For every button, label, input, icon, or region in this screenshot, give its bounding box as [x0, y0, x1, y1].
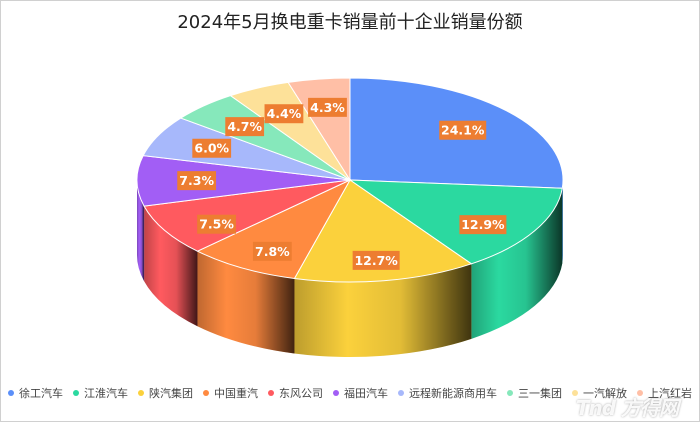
pie-side-shade-0 [562, 180, 563, 264]
pie-slice-2[interactable] [293, 179, 473, 283]
data-label-2: 12.7% [352, 250, 400, 270]
legend-label: 陕汽集团 [149, 387, 193, 400]
data-label-8: 4.4% [264, 104, 304, 124]
legend-item-0[interactable]: 徐工汽车 [8, 385, 63, 401]
legend-item-7[interactable]: 三一集团 [507, 385, 562, 401]
watermark-logo: Tnd 方得网 [575, 396, 679, 420]
data-label-4: 7.5% [197, 214, 236, 234]
legend-item-1[interactable]: 江淮汽车 [73, 385, 128, 401]
legend-item-6[interactable]: 远程新能源商用车 [398, 385, 497, 401]
pie-slice-4[interactable] [143, 179, 351, 252]
data-label-box-1 [459, 215, 507, 235]
legend-marker-icon [333, 390, 339, 396]
data-label-text-9: 4.3% [310, 100, 345, 115]
data-label-5: 7.3% [177, 171, 217, 191]
legend-label: 江淮汽车 [84, 387, 128, 400]
data-label-box-7 [225, 117, 265, 137]
legend-label: 一汽解放 [583, 387, 627, 400]
pie-slice-3[interactable] [196, 178, 352, 280]
legend-item-8[interactable]: 一汽解放 [572, 385, 627, 401]
data-label-box-8 [264, 104, 304, 124]
legend-label: 上汽红岩 [648, 387, 692, 400]
legend-marker-icon [268, 390, 274, 396]
legend-marker-icon [572, 390, 578, 396]
pie-side-shade-2 [294, 263, 472, 357]
legend-item-4[interactable]: 东风公司 [268, 385, 323, 401]
legend-label: 三一集团 [518, 387, 562, 400]
legend-label: 中国重汽 [214, 387, 258, 400]
data-label-text-6: 6.0% [194, 141, 229, 156]
legend-label: 东风公司 [279, 387, 323, 400]
data-label-text-3: 7.8% [255, 244, 290, 259]
data-label-box-0 [439, 120, 487, 140]
data-label-box-5 [177, 171, 217, 191]
legend-marker-icon [138, 390, 144, 396]
legend-item-3[interactable]: 中国重汽 [203, 385, 258, 401]
legend-marker-icon [507, 390, 513, 396]
pie-chart: 24.1% 12.9% 12.7% 7.8% 7.5% 7.3% 6.0% 4.7% 4.4% 4… [136, 77, 564, 357]
data-label-text-1: 12.9% [461, 217, 505, 232]
data-label-9: 4.3% [308, 97, 347, 117]
legend-label: 福田汽车 [344, 387, 388, 400]
data-label-6: 6.0% [192, 138, 232, 158]
legend-marker-icon [637, 390, 643, 396]
data-label-7: 4.7% [225, 117, 265, 137]
legend-marker-icon [398, 390, 404, 396]
data-label-box-4 [197, 214, 236, 234]
legend-marker-icon [8, 390, 14, 396]
pie-side-shade-4 [144, 206, 198, 327]
legend: 徐工汽车 江淮汽车 陕汽集团 中国重汽 东风公司 福田汽车 远程新能源商用车 三一集团 一汽解放… [0, 385, 700, 401]
legend-label: 远程新能源商用车 [409, 387, 497, 400]
data-label-0: 24.1% [439, 120, 487, 140]
data-label-text-5: 7.3% [179, 173, 214, 188]
legend-item-9[interactable]: 上汽红岩 [637, 385, 692, 401]
legend-marker-icon [73, 390, 79, 396]
data-label-box-3 [252, 241, 292, 261]
legend-label: 徐工汽车 [19, 387, 63, 400]
data-label-text-4: 7.5% [199, 217, 234, 232]
pie-side-shade-3 [197, 251, 295, 354]
legend-item-5[interactable]: 福田汽车 [333, 385, 388, 401]
data-label-box-9 [308, 97, 347, 117]
chart-title: 2024年5月换电重卡销量前十企业销量份额 [177, 12, 523, 33]
data-label-text-0: 24.1% [441, 123, 485, 138]
pie-side-shade-5 [137, 180, 145, 282]
data-label-box-2 [352, 250, 400, 270]
pie-slice-1[interactable] [348, 179, 563, 265]
data-label-text-8: 4.4% [267, 106, 302, 121]
legend-marker-icon [203, 390, 209, 396]
data-label-1: 12.9% [459, 215, 507, 235]
legend-item-2[interactable]: 陕汽集团 [138, 385, 193, 401]
data-label-box-6 [192, 138, 232, 158]
pie-slice-5[interactable] [136, 155, 351, 207]
data-label-3: 7.8% [252, 241, 292, 261]
data-label-text-7: 4.7% [227, 119, 262, 134]
data-label-text-2: 12.7% [354, 253, 398, 268]
pie-side-shade-1 [471, 188, 563, 339]
